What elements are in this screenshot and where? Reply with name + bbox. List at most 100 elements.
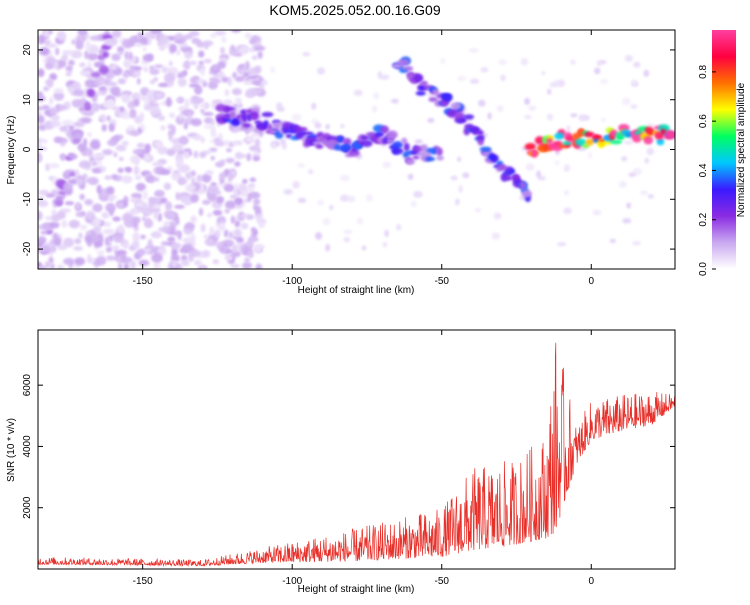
heatmap-cell (419, 80, 428, 86)
heatmap-cell (210, 132, 218, 138)
heatmap-cell (65, 124, 70, 133)
heatmap-cell (60, 153, 65, 162)
heatmap-cell (315, 231, 323, 240)
heatmap-cell (153, 261, 161, 269)
heatmap-cell (160, 66, 169, 74)
heatmap-cell (151, 252, 163, 263)
heatmap-cell (65, 71, 72, 77)
heatmap-cell (144, 247, 151, 254)
heatmap-cell (121, 93, 131, 103)
heatmap-cell (246, 152, 252, 162)
heatmap-cell (130, 64, 135, 75)
heatmap-cell (456, 156, 462, 162)
heatmap-cell (190, 215, 197, 224)
heatmap-cell (77, 142, 87, 152)
heatmap-cell (62, 181, 73, 191)
heatmap-cell (129, 197, 141, 203)
heatmap-cell (457, 118, 467, 123)
heatmap-cell (232, 71, 238, 79)
heatmap-cell (157, 145, 168, 155)
heatmap-cell (154, 190, 164, 197)
heatmap-cell (225, 147, 232, 153)
heatmap-cell (53, 91, 65, 101)
spectrogram-x-ticks: -150 -100 -50 0 (133, 30, 594, 287)
heatmap-cell (49, 73, 58, 81)
heatmap-cell (297, 197, 307, 204)
heatmap-cell (72, 82, 79, 90)
heatmap-cell (233, 186, 238, 197)
heatmap-cell (117, 78, 127, 85)
heatmap-cell (194, 104, 199, 110)
heatmap-cell (600, 117, 607, 123)
heatmap-cell (158, 197, 168, 204)
heatmap-cell (458, 185, 463, 194)
heatmap-cell (112, 216, 121, 222)
heatmap-cell (70, 50, 83, 59)
heatmap-cell (46, 78, 54, 88)
heatmap-cell (211, 99, 223, 105)
heatmap-cell (104, 175, 112, 180)
heatmap-cell (238, 184, 247, 193)
heatmap-cell (74, 238, 82, 245)
heatmap-cell (220, 46, 225, 55)
heatmap-cell (623, 140, 634, 145)
heatmap-cell (630, 104, 638, 109)
heatmap-cell (55, 195, 64, 202)
heatmap-cell (105, 202, 116, 213)
heatmap-cell (201, 173, 212, 183)
heatmap-cell (255, 263, 263, 269)
heatmap-cell (38, 137, 44, 144)
heatmap-cell (144, 143, 152, 154)
heatmap-cell (103, 228, 115, 235)
heatmap-cell (221, 76, 229, 83)
heatmap-cell (51, 115, 60, 121)
heatmap-cell (91, 168, 102, 174)
heatmap-cell (145, 217, 151, 226)
heatmap-cell (230, 215, 235, 224)
heatmap-cell (93, 225, 102, 234)
heatmap-cell (212, 209, 223, 216)
colorbar-label: Normalized spectral amplitude (736, 82, 747, 217)
heatmap-cell (219, 159, 226, 165)
heatmap-cell (566, 125, 571, 132)
heatmap-cell (415, 91, 426, 96)
heatmap-cell (84, 198, 94, 206)
heatmap-cell (202, 81, 208, 88)
heatmap-cell (61, 220, 68, 228)
heatmap-cell (221, 36, 227, 43)
heatmap-cell (158, 227, 169, 233)
heatmap-cell (243, 198, 249, 203)
heatmap-cell (524, 114, 532, 120)
heatmap-cell (436, 155, 444, 161)
heatmap-cell (431, 148, 438, 155)
heatmap-cell (380, 125, 390, 134)
heatmap-cell (432, 88, 440, 95)
heatmap-cell (234, 97, 241, 104)
heatmap-cell (563, 207, 572, 215)
heatmap-cell (92, 161, 97, 166)
heatmap-cell (184, 33, 194, 40)
heatmap-cell (184, 98, 189, 109)
heatmap-cell (212, 79, 222, 84)
heatmap-cell (291, 113, 302, 122)
heatmap-cell (141, 189, 148, 200)
heatmap-cell (297, 163, 305, 168)
heatmap-cell (78, 232, 83, 239)
snr-xlabel: Height of straight line (km) (298, 584, 415, 595)
heatmap-cell (395, 224, 402, 231)
heatmap-cell (427, 117, 435, 123)
heatmap-cell (490, 154, 499, 163)
heatmap-cell (199, 265, 205, 269)
heatmap-cell (38, 36, 46, 45)
heatmap-cell (219, 247, 226, 252)
heatmap-cell (231, 118, 241, 127)
heatmap-cell (630, 79, 638, 85)
heatmap-cell (63, 257, 75, 266)
heatmap-cell (413, 73, 424, 83)
heatmap-cell (229, 110, 236, 120)
spectrogram-xtick-label: 0 (588, 276, 594, 287)
heatmap-cell (142, 54, 153, 62)
heatmap-cell (231, 88, 242, 96)
heatmap-cell (232, 140, 244, 146)
